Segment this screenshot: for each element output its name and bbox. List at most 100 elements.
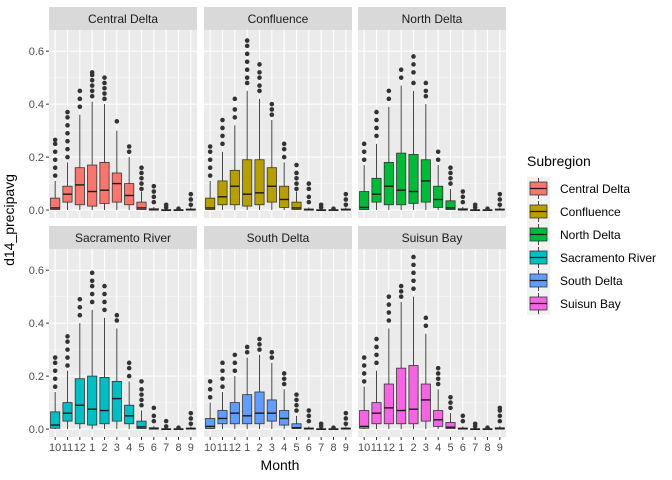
box-12 (229, 96, 240, 211)
box-8 (328, 425, 339, 431)
box-10 (50, 137, 61, 211)
outlier-point (207, 394, 213, 400)
box-3 (111, 312, 122, 430)
outlier-point (497, 197, 503, 202)
facet-strip-label: South Delta (247, 231, 310, 245)
outlier-point (294, 392, 299, 397)
facet-strip (358, 226, 506, 249)
outlier-point (281, 381, 287, 387)
outlier-point (257, 75, 262, 80)
outlier-point (423, 93, 429, 99)
outlier-point (386, 294, 392, 299)
box-3 (111, 119, 122, 211)
x-tick-label: 10 (49, 442, 61, 454)
box-5 (136, 165, 147, 211)
outlier-point (102, 291, 107, 297)
outlier-point (448, 165, 453, 170)
outlier-point (411, 254, 416, 260)
box-4 (433, 365, 444, 430)
outlier-point (207, 173, 213, 178)
outlier-point (207, 379, 213, 384)
outlier-point (126, 360, 132, 366)
outlier-point (65, 334, 70, 339)
x-tick-label: 12 (229, 442, 241, 454)
outlier-point (374, 109, 379, 115)
facet-panel: North Delta (358, 7, 506, 218)
outlier-point (126, 144, 132, 149)
box-body (217, 180, 228, 206)
outlier-point (435, 376, 441, 382)
outlier-point (244, 43, 250, 49)
box-body (99, 161, 110, 204)
outlier-point (114, 119, 120, 124)
outlier-point (343, 202, 349, 208)
outlier-point (52, 157, 58, 163)
outlier-point (139, 379, 144, 384)
outlier-point (77, 104, 83, 110)
box-10 (359, 355, 370, 430)
outlier-point (139, 175, 144, 181)
outlier-point (65, 355, 70, 360)
outlier-point (244, 80, 250, 86)
facet-panel: Confluence (204, 7, 352, 218)
box-body (359, 191, 370, 210)
outlier-point (151, 413, 157, 419)
outlier-point (188, 197, 194, 202)
facet-strip-label: Central Delta (88, 12, 158, 26)
y-tick-label: 0.6 (29, 46, 44, 58)
outlier-point (411, 62, 416, 67)
outlier-point (139, 387, 144, 392)
outlier-point (220, 376, 225, 382)
outlier-point (361, 149, 367, 155)
x-tick-label: 8 (175, 442, 181, 454)
outlier-point (220, 360, 225, 366)
box-body (87, 164, 98, 207)
outlier-point (294, 408, 299, 413)
box-11 (217, 360, 228, 430)
outlier-point (244, 349, 250, 355)
outlier-point (151, 189, 157, 194)
outlier-point (220, 125, 225, 131)
outlier-point (257, 342, 262, 347)
outlier-point (374, 336, 379, 342)
outlier-point (386, 96, 392, 102)
box-body (291, 423, 302, 429)
box-1 (396, 67, 407, 211)
facet-strip-label: North Delta (402, 12, 463, 26)
x-tick-label: 9 (497, 442, 503, 454)
box-body (242, 159, 253, 207)
panel-background (358, 30, 506, 218)
outlier-point (89, 283, 95, 289)
outlier-point (163, 418, 169, 424)
outlier-point (257, 347, 262, 352)
outlier-point (343, 191, 349, 197)
outlier-point (188, 416, 194, 421)
x-tick-label: 4 (281, 442, 287, 454)
outlier-point (151, 199, 157, 205)
x-tick-label: 1 (89, 442, 95, 454)
box-9 (340, 191, 351, 211)
outlier-point (306, 418, 312, 424)
outlier-point (435, 371, 441, 376)
box-body (254, 159, 265, 206)
outlier-point (102, 85, 107, 91)
box-8 (173, 206, 184, 212)
outlier-point (188, 202, 194, 208)
outlier-point (361, 363, 367, 368)
panel-background (49, 30, 197, 218)
outlier-point (343, 416, 349, 421)
y-tick-label: 0.4 (29, 99, 44, 111)
legend-label: Sacramento River (560, 251, 656, 265)
outlier-point (281, 371, 287, 376)
outlier-point (139, 392, 144, 397)
outlier-point (244, 75, 250, 80)
facet-panels: Central Delta 0.0 0.2 0.4 0.6 Confluence North… (29, 7, 506, 454)
outlier-point (306, 199, 312, 205)
outlier-point (460, 189, 466, 194)
box-5 (136, 379, 147, 430)
box-body (87, 375, 98, 426)
outlier-point (163, 424, 169, 429)
box-10 (50, 355, 61, 430)
